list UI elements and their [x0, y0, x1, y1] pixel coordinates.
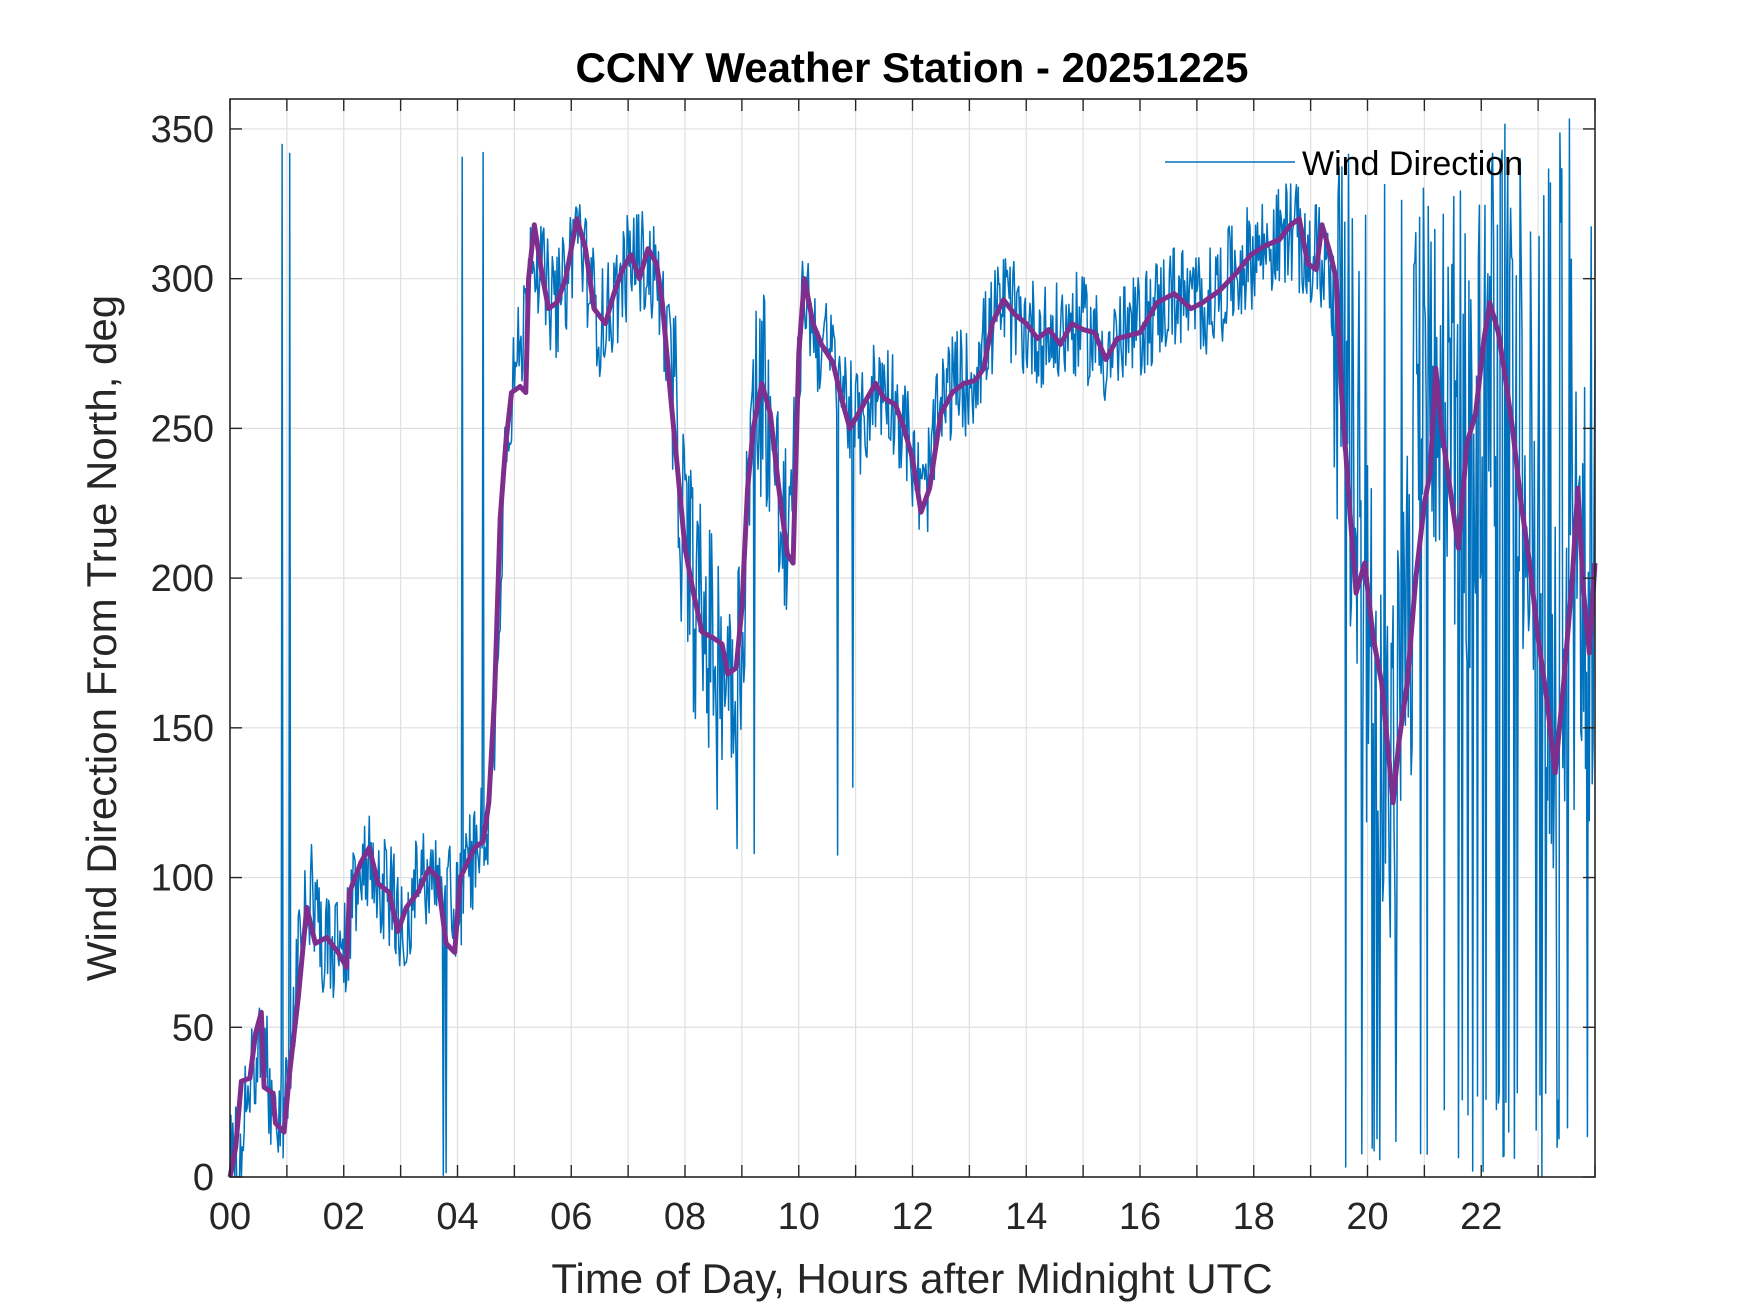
x-tick-label: 14	[1005, 1196, 1047, 1238]
x-tick-label: 10	[778, 1196, 820, 1238]
series-line-smoothed-wind-direction	[227, 216, 1598, 1178]
y-tick-label: 300	[151, 259, 214, 301]
x-tick-label: 22	[1460, 1196, 1502, 1238]
chart-title: CCNY Weather Station - 20251225	[575, 44, 1248, 91]
x-tick-label: 08	[664, 1196, 706, 1238]
y-tick-label: 150	[151, 708, 214, 750]
x-tick-label: 06	[550, 1196, 592, 1238]
tick-marks	[229, 99, 1596, 1178]
x-tick-label: 18	[1233, 1196, 1275, 1238]
y-tick-label: 350	[151, 109, 214, 151]
y-tick-label: 0	[193, 1157, 214, 1199]
grid-lines	[230, 99, 1595, 1177]
x-axis-label: Time of Day, Hours after Midnight UTC	[551, 1255, 1272, 1302]
x-tick-label: 12	[891, 1196, 933, 1238]
series-layer	[227, 118, 1598, 1178]
x-tick-labels: 00 02 04 06 08 10 12 14 16 18 20 22	[209, 1196, 1503, 1238]
x-tick-label: 02	[323, 1196, 365, 1238]
y-tick-label: 250	[151, 408, 214, 450]
legend: Wind Direction	[1165, 145, 1523, 183]
legend-label-wind-direction: Wind Direction	[1302, 145, 1523, 183]
y-tick-labels: 0 50 100 150 200 250 300 350	[151, 109, 214, 1199]
y-tick-label: 100	[151, 858, 214, 900]
series-line-wind-direction	[229, 118, 1596, 1178]
x-tick-label: 20	[1346, 1196, 1388, 1238]
x-tick-label: 16	[1119, 1196, 1161, 1238]
y-tick-label: 50	[172, 1007, 214, 1049]
x-tick-label: 04	[436, 1196, 478, 1238]
y-axis-label: Wind Direction From True North, deg	[78, 295, 125, 981]
x-tick-label: 00	[209, 1196, 251, 1238]
y-tick-label: 200	[151, 558, 214, 600]
